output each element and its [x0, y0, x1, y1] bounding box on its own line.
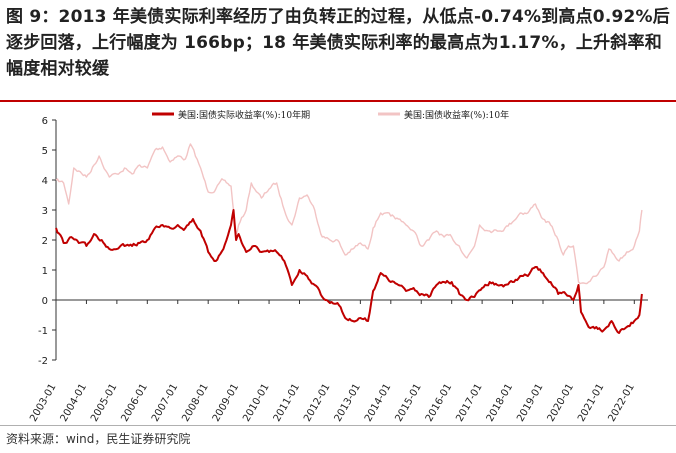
x-tick-label: 2010-01	[241, 382, 271, 424]
x-tick-label: 2019-01	[515, 382, 545, 424]
series-line-1	[55, 143, 643, 285]
x-tick-label: 2007-01	[150, 382, 180, 424]
title-divider	[0, 100, 676, 102]
x-tick-label: 2018-01	[485, 382, 515, 424]
x-tick-label: 2017-01	[454, 382, 484, 424]
x-tick-label: 2006-01	[119, 382, 149, 424]
series-layer	[55, 143, 643, 334]
x-tick-label: 2015-01	[393, 382, 423, 424]
y-tick-label: 5	[42, 146, 48, 157]
source-note: 资料来源：wind，民生证券研究院	[6, 432, 191, 446]
figure-title: 图 9：2013 年美债实际利率经历了由负转正的过程，从低点-0.74%到高点0…	[6, 7, 670, 79]
x-tick-label: 2021-01	[576, 382, 606, 424]
y-tick-label: 1	[42, 266, 48, 277]
chart-legend: 美国:国债实际收益率(%):10年期 美国:国债收益率(%):10年	[152, 109, 509, 121]
legend-label-1: 美国:国债收益率(%):10年	[404, 109, 509, 121]
x-tick-label: 2020-01	[546, 382, 576, 424]
y-tick-label: -2	[38, 356, 48, 367]
y-tick-label: 4	[42, 176, 48, 187]
x-tick-label: 2009-01	[211, 382, 241, 424]
x-tick-label: 2004-01	[59, 382, 89, 424]
x-tick-label: 2011-01	[272, 382, 302, 424]
y-tick-label: 3	[42, 206, 48, 217]
x-tick-label: 2005-01	[89, 382, 119, 424]
x-tick-label: 2003-01	[28, 382, 58, 424]
y-tick-label: 2	[42, 236, 48, 247]
legend-label-0: 美国:国债实际收益率(%):10年期	[178, 109, 310, 121]
x-tick-label: 2013-01	[333, 382, 363, 424]
y-tick-label: 0	[42, 296, 48, 307]
source-divider	[0, 425, 676, 426]
series-line-0	[55, 209, 643, 334]
x-tick-label: 2008-01	[180, 382, 210, 424]
x-tick-label: 2022-01	[606, 382, 636, 424]
x-tick-label: 2016-01	[424, 382, 454, 424]
y-tick-label: -1	[38, 326, 48, 337]
y-tick-label: 6	[42, 116, 48, 127]
x-tick-label: 2014-01	[363, 382, 393, 424]
x-tick-label: 2012-01	[302, 382, 332, 424]
